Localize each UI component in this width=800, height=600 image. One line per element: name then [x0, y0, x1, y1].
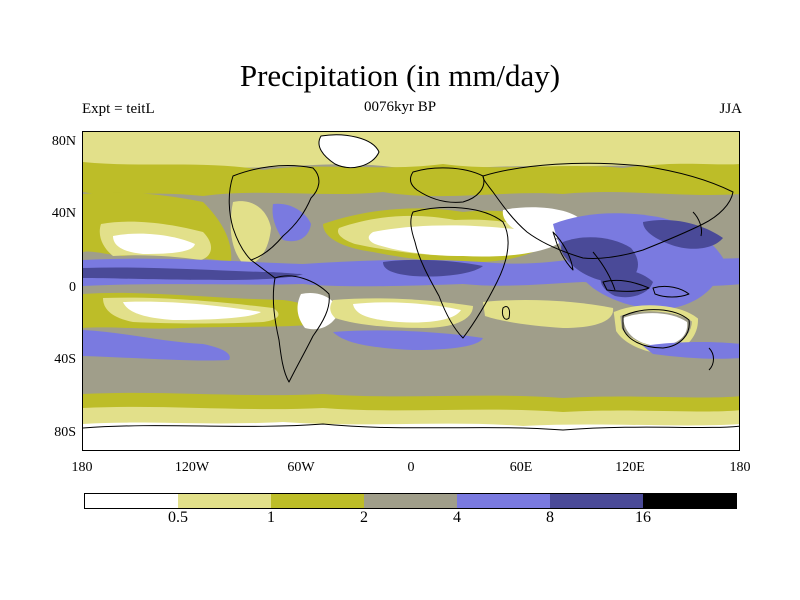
colorbar-swatch-0: [85, 494, 178, 508]
coast-new-guinea: [652, 285, 690, 298]
coast-antarctica: [83, 423, 739, 431]
colorbar-swatch-1: [178, 494, 271, 508]
coast-north-america: [228, 165, 320, 261]
field-greenland-dry: [318, 134, 379, 168]
field-wamerica-low: [230, 201, 271, 266]
coast-south-america: [272, 275, 330, 383]
colorbar: [84, 493, 737, 509]
season-label: JJA: [719, 101, 742, 117]
y-label-40s: 40S: [54, 352, 76, 367]
field-north-moderate: [83, 162, 739, 197]
x-label-60w: 60W: [287, 460, 315, 475]
field-australia-low: [613, 305, 699, 354]
colorbar-label-16: 16: [635, 509, 651, 526]
x-label-0: 0: [407, 460, 415, 475]
field-antarctic-white: [83, 422, 739, 450]
field-sind-low: [483, 300, 614, 328]
field-eamerica-high: [272, 203, 311, 242]
colorbar-swatch-3: [364, 494, 457, 508]
coast-greenland: [318, 134, 380, 168]
coast-indonesia: [602, 279, 650, 292]
coast-africa: [410, 206, 509, 339]
colorbar-swatch-6: [643, 494, 736, 508]
colorbar-label-4: 4: [453, 509, 461, 526]
field-africa-veryhigh: [383, 259, 483, 277]
field-sstorm-high-2: [333, 330, 483, 350]
field-sstorm-high: [83, 330, 230, 361]
colorbar-label-2: 2: [360, 509, 368, 526]
field-satl-white: [353, 302, 461, 323]
colorbar-swatch-5: [550, 494, 643, 508]
coast-new-zealand: [708, 347, 714, 371]
coast-europe: [409, 167, 485, 203]
y-label-80s: 80S: [54, 425, 76, 440]
x-label-180w: 180: [71, 460, 93, 475]
field-npac-high: [643, 219, 723, 249]
coast-eurasia: [482, 162, 734, 259]
coast-central-america: [250, 259, 276, 279]
y-label-80n: 80N: [51, 134, 76, 149]
colorbar-swatch-4: [457, 494, 550, 508]
x-label-120w: 120W: [174, 460, 210, 475]
field-npac-white: [113, 233, 195, 254]
chart-title: Precipitation (in mm/day): [239, 58, 561, 93]
experiment-label: Expt = teitL: [82, 101, 155, 117]
colorbar-label-8: 8: [546, 509, 554, 526]
colorbar-swatch-2: [271, 494, 364, 508]
y-label-40n: 40N: [51, 206, 76, 221]
y-label-0: 0: [69, 280, 76, 295]
coast-japan: [692, 211, 702, 237]
field-arctic-low: [83, 132, 739, 169]
coast-madagascar: [502, 305, 510, 320]
coast-australia: [622, 309, 690, 349]
x-label-180e: 180: [729, 460, 751, 475]
map-canvas: [83, 132, 739, 450]
field-australia-white: [623, 313, 688, 346]
chart-subtitle: 0076kyr BP: [363, 99, 437, 115]
coast-se-asia: [592, 251, 616, 291]
field-sstorm-high-3: [643, 342, 739, 359]
x-label-120e: 120E: [615, 460, 645, 475]
colorbar-label-0.5: 0.5: [168, 509, 188, 526]
coast-india: [552, 231, 574, 271]
precipitation-map: [82, 131, 740, 451]
field-sepac-white: [123, 301, 261, 320]
colorbar-label-1: 1: [267, 509, 275, 526]
coastlines: [83, 134, 739, 431]
x-label-60e: 60E: [509, 460, 533, 475]
field-itcz-veryhigh: [83, 267, 303, 280]
